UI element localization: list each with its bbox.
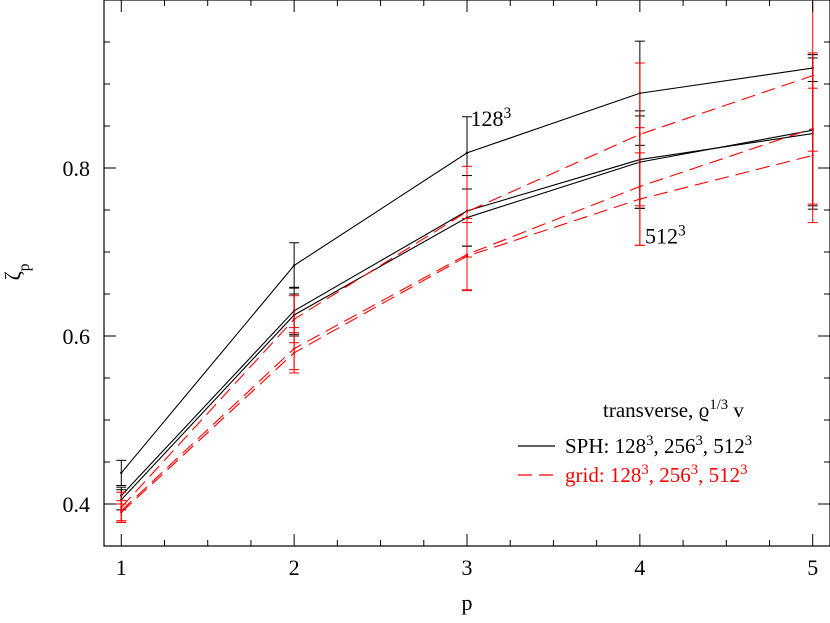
error-bar [807,87,818,224]
x-tick-label: 5 [807,555,818,580]
data-point [465,151,469,155]
series-line-grid-3 [120,75,813,508]
x-tick-label: 3 [462,555,473,580]
error-bar [289,242,300,289]
x-tick-label: 4 [634,555,645,580]
data-point [638,197,642,201]
data-point [120,511,123,514]
data-point [465,255,469,258]
data-point [465,210,469,213]
annotation-label: 5123 [645,222,686,249]
data-point [292,264,296,267]
ticks-layer [104,0,830,546]
error-bar [462,222,472,291]
error-bar [116,459,127,487]
data-point [811,154,814,157]
error-bar [634,152,645,246]
data-point [120,471,123,475]
legend-title: transverse, ϱ1/3 v [603,397,744,422]
x-tick-label: 1 [116,555,127,580]
x-tick-label: 2 [289,555,300,580]
legend: transverse, ϱ1/3 v SPH: 1283, 2563, 5123… [518,397,752,487]
legend-label-grid: grid: 1283, 2563, 5123 [565,462,747,487]
y-tick-label: 0.4 [63,492,91,517]
data-point [292,351,296,354]
error-bar [289,332,300,374]
data-point [292,318,296,321]
annotation-label: 1283 [470,105,511,132]
y-tick-label: 0.6 [63,324,91,349]
error-bar [116,503,127,522]
annotations-layer: 1283 5123 [470,105,686,249]
legend-label-sph: SPH: 1283, 2563, 5123 [565,433,752,458]
series-layer [116,0,818,523]
x-axis-title: p [462,590,473,615]
labels-layer: 1 2 3 4 5 0.4 0.6 0.8 [63,156,819,580]
y-tick-label: 0.8 [63,156,91,181]
y-axis-title: ζp [0,263,33,280]
